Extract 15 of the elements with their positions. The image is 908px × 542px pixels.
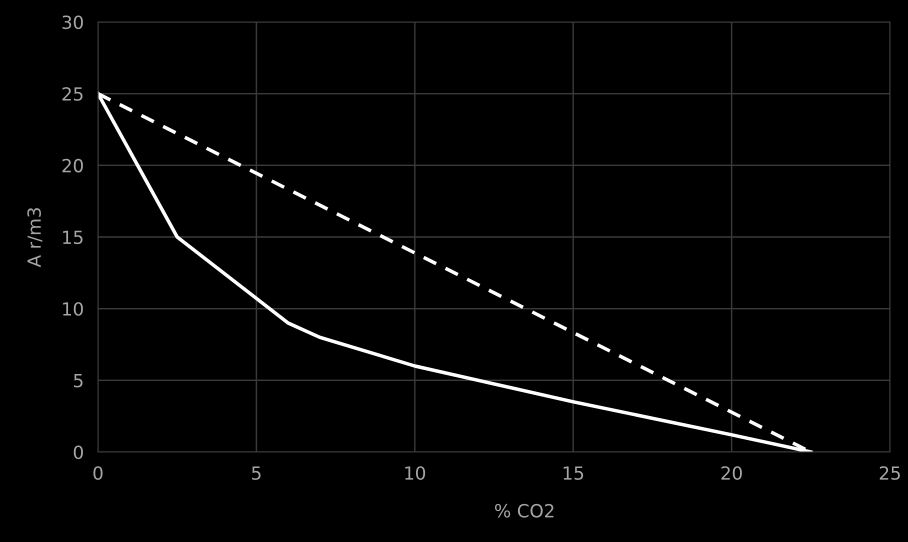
y-tick-label: 25 [62, 87, 83, 101]
x-tick-label: 5 [252, 466, 261, 480]
y-tick-label: 15 [63, 230, 83, 244]
y-axis-title: A r/m3 [27, 208, 42, 268]
x-tick-label: 25 [880, 466, 900, 480]
y-tick-label: 5 [74, 374, 83, 388]
x-tick-label: 0 [93, 466, 103, 480]
x-tick-label: 20 [721, 466, 742, 480]
y-tick-label: 30 [62, 15, 83, 30]
y-tick-label: 10 [63, 302, 83, 316]
y-tick-label: 20 [62, 158, 83, 172]
x-tick-label: 15 [564, 466, 584, 480]
x-axis-title: % CO2 [494, 504, 554, 518]
y-tick-label: 0 [74, 445, 83, 460]
x-tick-label: 10 [405, 466, 426, 480]
